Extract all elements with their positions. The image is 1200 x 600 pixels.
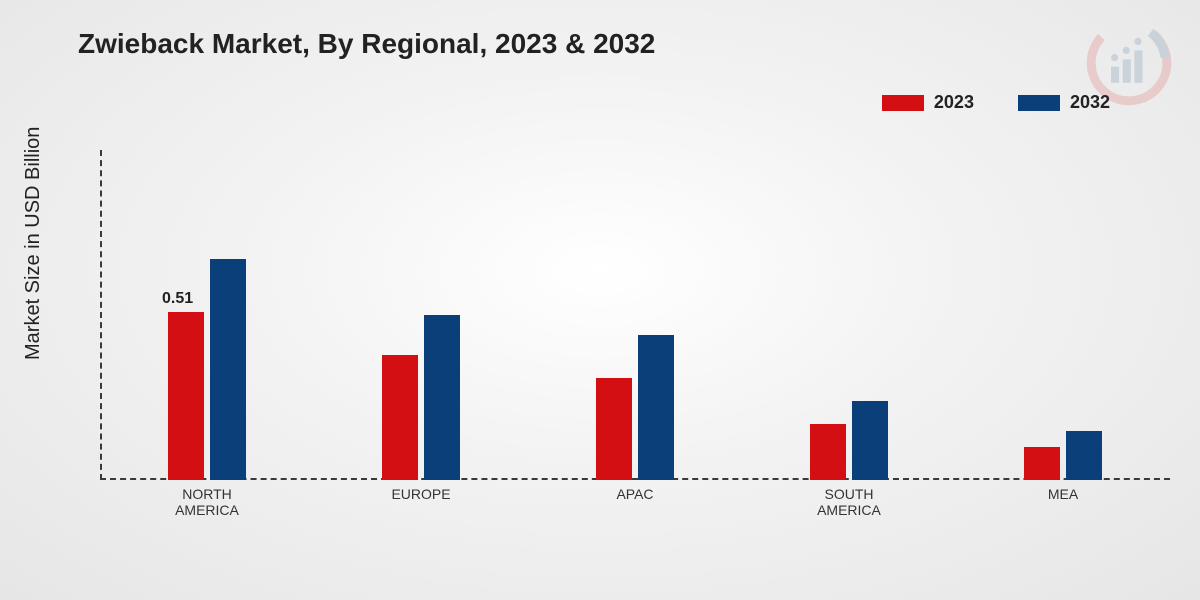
bar: [1024, 447, 1060, 480]
bar: [638, 335, 674, 480]
category-label: APAC: [565, 486, 705, 502]
legend: 2023 2032: [882, 92, 1110, 113]
bar: [596, 378, 632, 480]
plot-area: 0.51 NORTHAMERICA EUROPE APAC SOUTHAMERICA M…: [100, 150, 1170, 520]
bar: [810, 424, 846, 480]
bar-group: [1024, 431, 1102, 481]
bar-group: [382, 315, 460, 480]
legend-swatch-2032: [1018, 95, 1060, 111]
category-labels-layer: NORTHAMERICA EUROPE APAC SOUTHAMERICA MEA: [100, 480, 1170, 520]
bar: [424, 315, 460, 480]
value-label: 0.51: [162, 290, 193, 308]
bar: [210, 259, 246, 480]
bar: [382, 355, 418, 480]
category-label: EUROPE: [351, 486, 491, 502]
legend-label-2032: 2032: [1070, 92, 1110, 113]
chart-title: Zwieback Market, By Regional, 2023 & 203…: [78, 28, 655, 60]
legend-swatch-2023: [882, 95, 924, 111]
category-label: SOUTHAMERICA: [779, 486, 919, 518]
bar: [168, 312, 204, 480]
bar-group: [810, 401, 888, 480]
category-label: NORTHAMERICA: [137, 486, 277, 518]
chart-canvas: Zwieback Market, By Regional, 2023 & 203…: [0, 0, 1200, 600]
legend-label-2023: 2023: [934, 92, 974, 113]
y-axis-label: Market Size in USD Billion: [22, 127, 45, 360]
bar: [852, 401, 888, 480]
legend-item-2032: 2032: [1018, 92, 1110, 113]
bar-group: [596, 335, 674, 480]
bars-layer: 0.51: [100, 150, 1170, 480]
bar: [1066, 431, 1102, 481]
category-label: MEA: [993, 486, 1133, 502]
legend-item-2023: 2023: [882, 92, 974, 113]
